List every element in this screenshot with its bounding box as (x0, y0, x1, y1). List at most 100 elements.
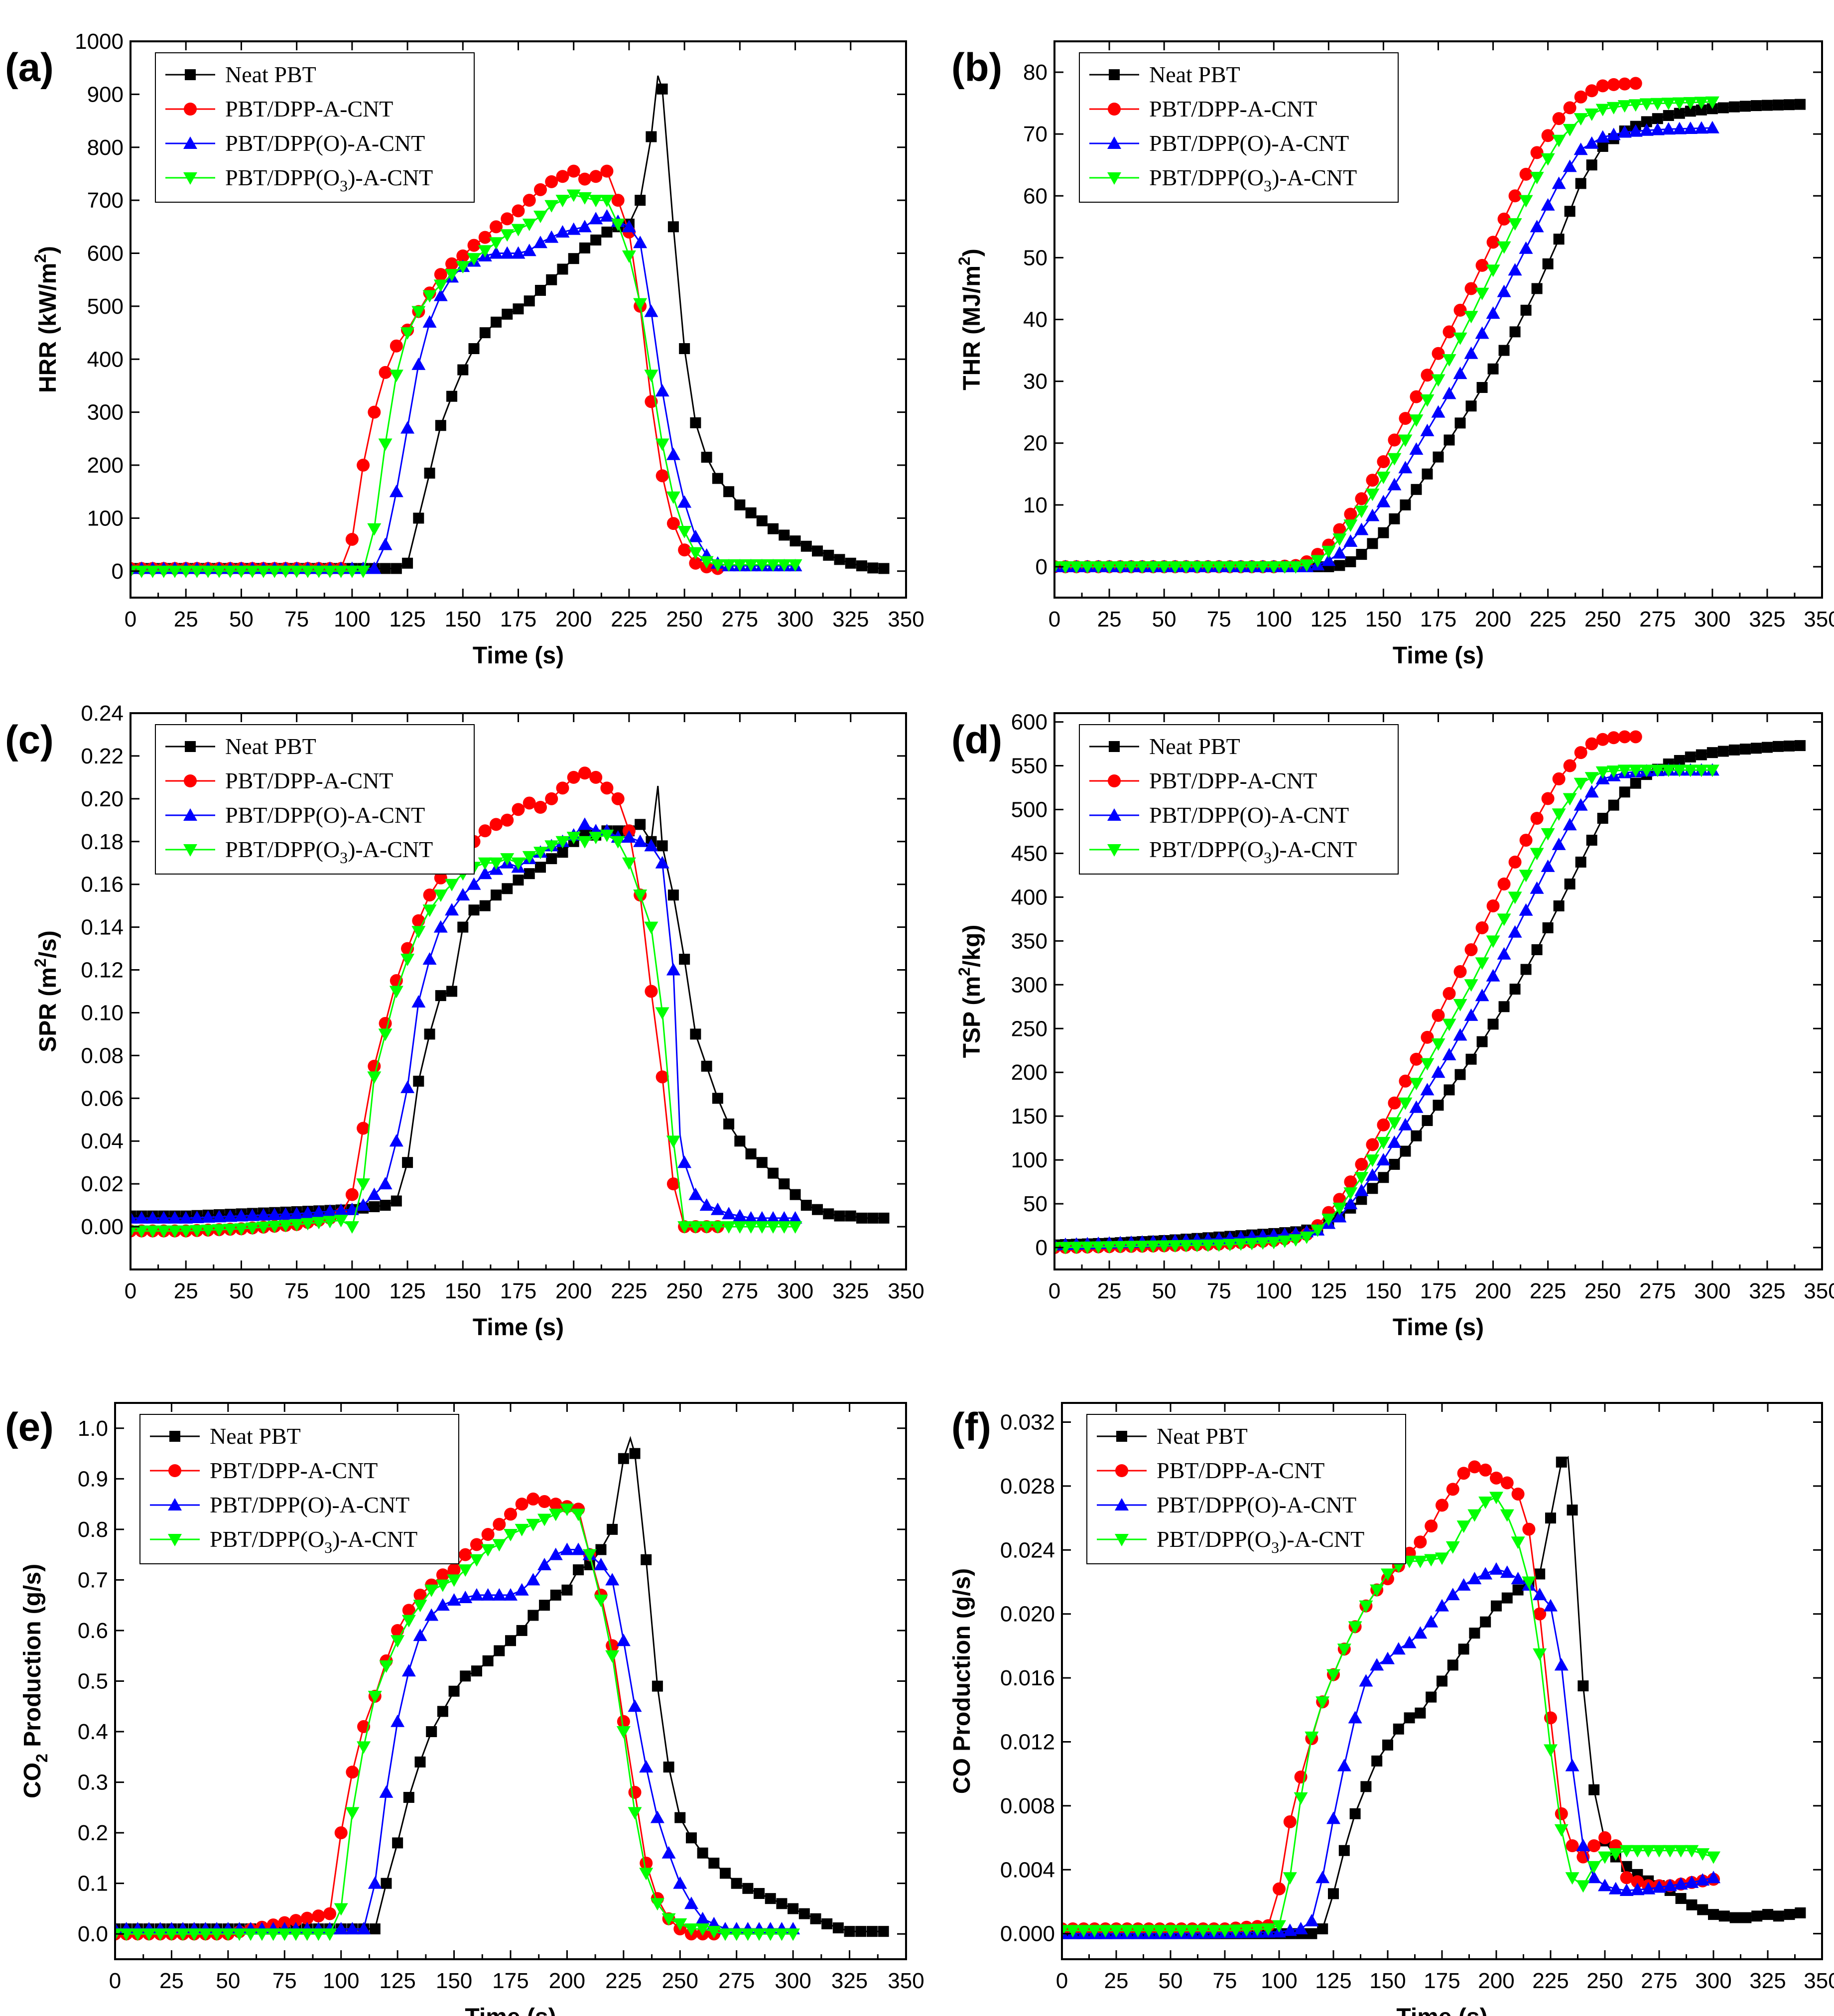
data-point (1333, 523, 1346, 536)
data-point (1283, 1923, 1297, 1936)
legend-label-dpp: PBT/DPP-A-CNT (1149, 768, 1317, 793)
data-point (731, 1878, 742, 1889)
data-point (312, 1909, 325, 1923)
data-point (357, 1741, 371, 1754)
data-point (1433, 1100, 1444, 1111)
data-point (800, 1200, 812, 1211)
y-axis-title: THR (MJ/m2) (955, 249, 985, 390)
data-point (1489, 1492, 1503, 1505)
y-tick-label: 0.1 (78, 1872, 108, 1896)
data-point (1424, 1615, 1439, 1628)
data-point (515, 1498, 528, 1511)
x-tick-label: 150 (445, 607, 481, 631)
data-point (768, 1167, 779, 1179)
data-point (1411, 484, 1422, 495)
data-point (798, 1908, 810, 1919)
data-point (1508, 891, 1522, 904)
data-point (589, 832, 603, 845)
data-point (368, 1876, 382, 1889)
data-point (855, 1926, 867, 1937)
data-point (655, 384, 669, 397)
data-point (1586, 835, 1597, 846)
data-point (1435, 1552, 1449, 1565)
x-tick-label: 275 (718, 1969, 755, 1993)
y-tick-label: 0.06 (81, 1086, 124, 1111)
data-point (1359, 1674, 1373, 1687)
data-point (689, 556, 702, 570)
data-point (402, 557, 413, 569)
legend-marker-dppo (1107, 136, 1121, 149)
data-point (1124, 561, 1139, 574)
data-point (1409, 1078, 1424, 1091)
data-point (478, 824, 492, 838)
data-point (156, 1225, 171, 1238)
data-point (445, 269, 459, 282)
data-point (550, 1589, 561, 1601)
data-point (1142, 1925, 1156, 1938)
data-point (492, 1588, 507, 1601)
data-point (379, 366, 392, 379)
data-point (1501, 1592, 1513, 1604)
data-point (677, 1221, 692, 1234)
data-point (1608, 1848, 1623, 1861)
y-tick-label: 100 (1011, 1148, 1048, 1172)
data-point (300, 565, 315, 578)
y-axis-title: TSP (m2/kg) (955, 925, 985, 1058)
data-point (1674, 1845, 1688, 1858)
data-point (145, 565, 160, 578)
data-point (1541, 828, 1555, 841)
data-point (1338, 1845, 1350, 1856)
legend-label-dpp: PBT/DPP-A-CNT (225, 768, 393, 793)
data-point (1573, 142, 1588, 155)
data-point (501, 813, 514, 827)
data-point (1464, 282, 1478, 295)
data-point (1069, 1242, 1084, 1255)
data-point (1437, 1675, 1447, 1687)
data-point (1497, 284, 1511, 297)
data-point (1519, 167, 1533, 181)
data-point (435, 420, 446, 431)
x-tick-label: 325 (1749, 607, 1785, 631)
data-point (1630, 1883, 1645, 1895)
y-tick-label: 500 (87, 294, 124, 319)
y-tick-label: 0.7 (78, 1568, 108, 1592)
data-point (1365, 1168, 1380, 1181)
data-point (1584, 108, 1599, 121)
data-point (467, 253, 481, 266)
data-point (278, 565, 293, 578)
data-point (834, 554, 845, 565)
y-tick-label: 0.4 (78, 1720, 108, 1744)
data-point (491, 316, 502, 328)
x-tick-label: 325 (831, 1969, 868, 1993)
data-point (578, 766, 591, 780)
data-point (656, 840, 668, 852)
data-point (267, 1221, 282, 1234)
data-point (1630, 1845, 1645, 1858)
data-point (1674, 755, 1685, 766)
data-point (611, 836, 625, 849)
data-point (699, 1198, 714, 1211)
data-point (401, 1615, 416, 1628)
x-axis-title: Time (s) (1393, 1314, 1484, 1341)
data-point (644, 304, 658, 317)
data-point (267, 1208, 282, 1221)
data-point (345, 1807, 360, 1820)
data-point (1475, 326, 1489, 339)
data-point (639, 1868, 654, 1881)
data-point (179, 1211, 193, 1224)
data-point (389, 1134, 403, 1147)
data-point (1377, 455, 1390, 468)
data-point (1574, 90, 1587, 104)
series-dppo3 (131, 189, 802, 578)
data-point (1267, 1237, 1281, 1250)
legend-marker-neat (1109, 69, 1120, 80)
data-point (666, 1177, 680, 1191)
data-point (661, 1846, 676, 1859)
x-tick-label: 25 (174, 607, 198, 631)
data-point (1552, 112, 1566, 126)
data-point (1544, 1744, 1558, 1757)
data-point (655, 856, 669, 869)
data-point (768, 523, 779, 534)
data-point (1425, 1519, 1438, 1533)
